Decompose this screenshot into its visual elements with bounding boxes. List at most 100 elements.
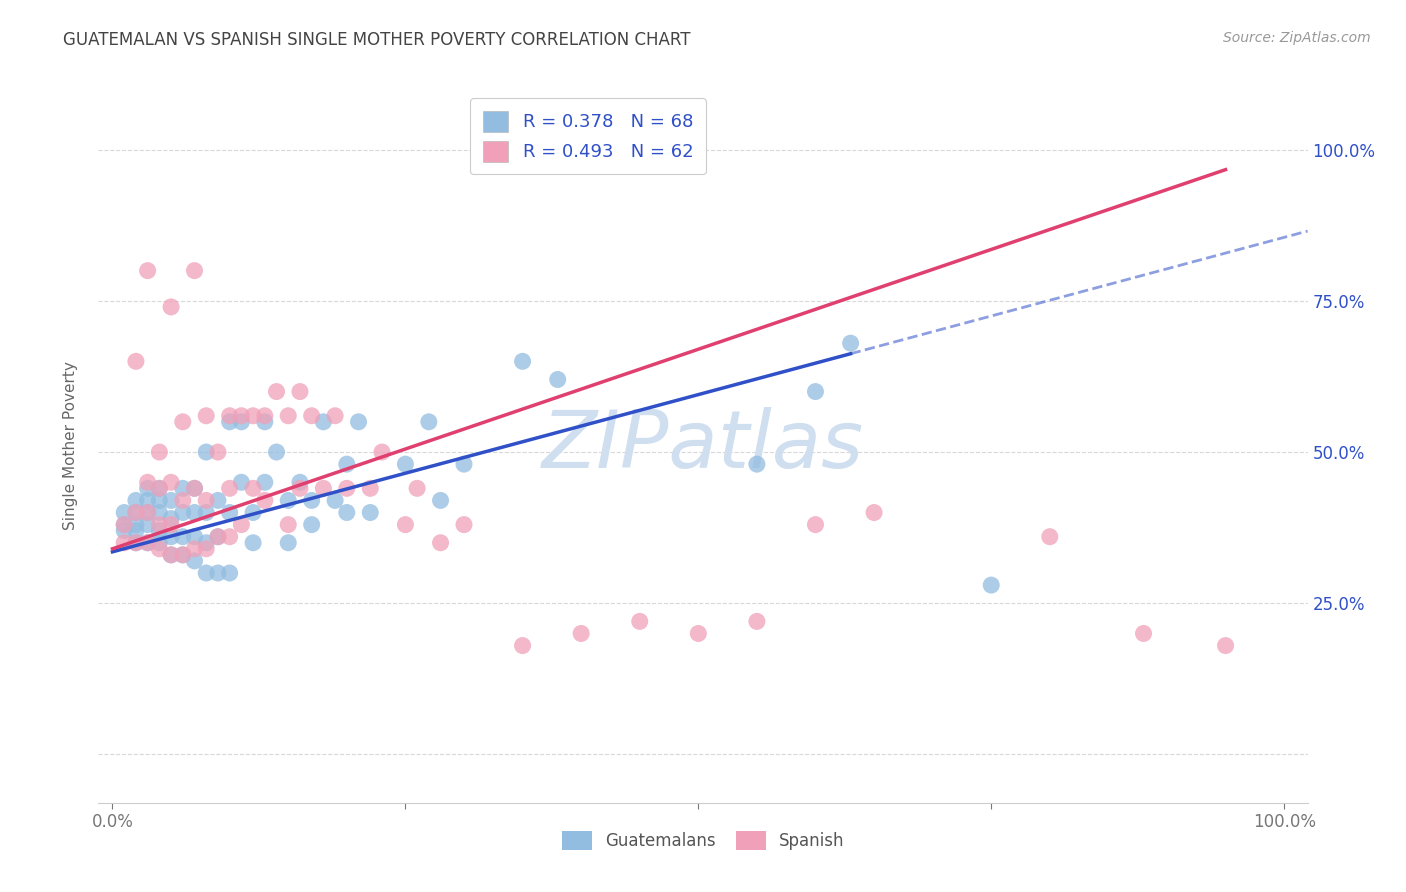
Point <box>301 409 323 423</box>
Point <box>207 530 229 544</box>
Point <box>125 506 148 520</box>
Point <box>148 445 170 459</box>
Point <box>253 409 276 423</box>
Point <box>195 445 218 459</box>
Point <box>336 481 359 495</box>
Point <box>288 384 311 399</box>
Point <box>148 517 170 532</box>
Point <box>160 511 183 525</box>
Point <box>160 475 183 490</box>
Point <box>183 263 205 277</box>
Point <box>183 481 205 495</box>
Point <box>195 409 218 423</box>
Point <box>231 415 253 429</box>
Point <box>195 566 218 580</box>
Point <box>512 639 534 653</box>
Point <box>112 517 135 532</box>
Point <box>160 530 183 544</box>
Point <box>136 506 159 520</box>
Point <box>312 481 335 495</box>
Point <box>406 481 429 495</box>
Point <box>112 535 135 549</box>
Point <box>323 409 346 423</box>
Point <box>148 524 170 538</box>
Point <box>160 548 183 562</box>
Point <box>301 517 323 532</box>
Point <box>172 481 194 495</box>
Point <box>371 445 394 459</box>
Point <box>253 415 276 429</box>
Point <box>218 409 240 423</box>
Point <box>195 541 218 556</box>
Point <box>218 566 240 580</box>
Point <box>160 493 183 508</box>
Point <box>253 493 276 508</box>
Point <box>183 541 205 556</box>
Point <box>359 481 381 495</box>
Point <box>183 481 205 495</box>
Point <box>148 541 170 556</box>
Point <box>218 415 240 429</box>
Point <box>512 354 534 368</box>
Point <box>1039 530 1062 544</box>
Point <box>980 578 1002 592</box>
Point <box>207 445 229 459</box>
Point <box>231 475 253 490</box>
Point <box>148 481 170 495</box>
Point <box>172 493 194 508</box>
Point <box>323 493 346 508</box>
Point <box>112 524 135 538</box>
Point <box>172 548 194 562</box>
Point <box>125 517 148 532</box>
Text: Source: ZipAtlas.com: Source: ZipAtlas.com <box>1223 31 1371 45</box>
Point <box>183 506 205 520</box>
Point <box>547 372 569 386</box>
Point <box>136 506 159 520</box>
Point <box>136 493 159 508</box>
Point <box>195 535 218 549</box>
Point <box>112 517 135 532</box>
Point <box>207 530 229 544</box>
Point <box>569 626 592 640</box>
Point <box>277 493 299 508</box>
Point <box>172 415 194 429</box>
Point <box>136 475 159 490</box>
Point <box>148 481 170 495</box>
Point <box>288 475 311 490</box>
Point <box>242 506 264 520</box>
Point <box>1215 639 1237 653</box>
Point <box>160 517 183 532</box>
Point <box>136 481 159 495</box>
Point <box>207 566 229 580</box>
Point <box>172 548 194 562</box>
Point <box>839 336 862 351</box>
Text: ZIPatlas: ZIPatlas <box>541 407 865 485</box>
Point <box>207 493 229 508</box>
Point <box>336 506 359 520</box>
Point <box>231 409 253 423</box>
Point <box>160 300 183 314</box>
Point <box>266 445 288 459</box>
Point <box>125 535 148 549</box>
Point <box>136 535 159 549</box>
Point <box>195 493 218 508</box>
Point <box>136 517 159 532</box>
Point <box>125 524 148 538</box>
Point <box>301 493 323 508</box>
Point <box>745 615 768 629</box>
Point <box>148 506 170 520</box>
Point <box>136 263 159 277</box>
Point <box>394 517 416 532</box>
Point <box>136 535 159 549</box>
Point <box>312 415 335 429</box>
Point <box>218 530 240 544</box>
Point <box>1132 626 1154 640</box>
Point <box>277 517 299 532</box>
Point <box>418 415 440 429</box>
Point <box>242 409 264 423</box>
Point <box>125 354 148 368</box>
Point <box>183 554 205 568</box>
Point <box>195 506 218 520</box>
Point <box>266 384 288 399</box>
Point <box>745 457 768 471</box>
